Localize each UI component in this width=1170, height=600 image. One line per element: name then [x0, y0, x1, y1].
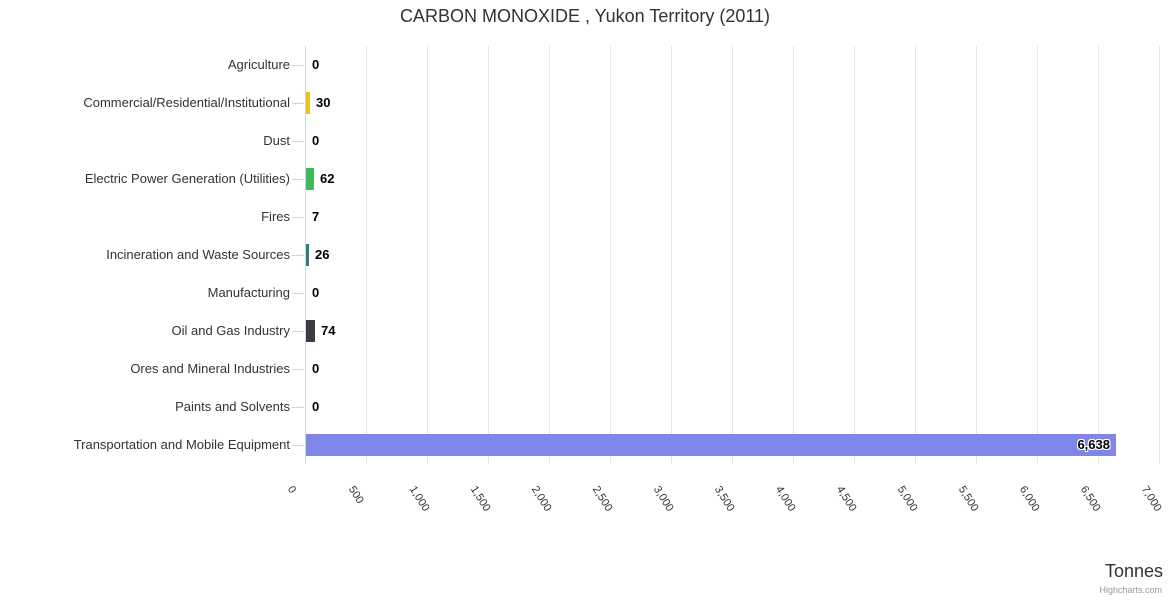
x-tick-label: 2,500	[589, 484, 615, 514]
value-label: 74	[321, 323, 336, 338]
category-tick	[292, 331, 304, 332]
grid-line	[1159, 46, 1160, 464]
category-tick	[292, 407, 304, 408]
x-tick-label: 5,000	[894, 484, 920, 514]
value-label: 0	[312, 285, 320, 300]
value-label: 26	[315, 247, 330, 262]
category-label: Agriculture	[227, 57, 290, 72]
category-tick	[292, 179, 304, 180]
value-label: 0	[312, 57, 320, 72]
grid-line	[549, 46, 550, 464]
x-tick-label: 6,000	[1016, 484, 1042, 514]
value-label: 7	[312, 209, 320, 224]
value-label: 6,638	[1077, 437, 1110, 452]
grid-line	[793, 46, 794, 464]
x-tick-label: 2,000	[528, 484, 554, 514]
category-tick	[292, 141, 304, 142]
value-label: 30	[316, 95, 331, 110]
x-tick-label: 4,000	[772, 484, 798, 514]
category-tick	[292, 255, 304, 256]
x-tick-label: 5,500	[955, 484, 981, 514]
value-label: 62	[320, 171, 335, 186]
category-label: Ores and Mineral Industries	[130, 361, 290, 376]
y-axis-line	[305, 46, 306, 464]
bar[interactable]	[306, 92, 310, 114]
grid-line	[732, 46, 733, 464]
value-label: 0	[312, 399, 320, 414]
category-tick	[292, 217, 304, 218]
bar[interactable]	[306, 320, 315, 342]
category-tick	[292, 445, 304, 446]
category-tick	[292, 65, 304, 66]
bar[interactable]	[306, 168, 314, 190]
highcharts-credit-link[interactable]: Highcharts.com	[1099, 585, 1162, 595]
category-label: Manufacturing	[207, 285, 290, 300]
chart-title: CARBON MONOXIDE , Yukon Territory (2011)	[399, 6, 771, 26]
grid-line	[671, 46, 672, 464]
category-label: Oil and Gas Industry	[171, 323, 291, 338]
bar[interactable]	[306, 434, 1116, 456]
x-tick-label: 1,000	[406, 484, 432, 514]
category-label: Dust	[263, 133, 290, 148]
x-tick-label: 1,500	[467, 484, 493, 514]
x-tick-label: 0	[284, 484, 299, 496]
category-label: Paints and Solvents	[175, 399, 290, 414]
value-label: 0	[312, 133, 320, 148]
x-tick-label: 6,500	[1077, 484, 1103, 514]
bar[interactable]	[306, 244, 309, 266]
grid-line	[976, 46, 977, 464]
category-label: Incineration and Waste Sources	[106, 247, 290, 262]
category-label: Electric Power Generation (Utilities)	[84, 171, 290, 186]
x-tick-label: 500	[345, 484, 366, 506]
category-label: Commercial/Residential/Institutional	[83, 95, 290, 110]
grid-line	[915, 46, 916, 464]
x-tick-label: 4,500	[833, 484, 859, 514]
x-tick-label: 3,500	[711, 484, 737, 514]
grid-line	[1037, 46, 1038, 464]
axis-title-tonnes: Tonnes	[1104, 561, 1163, 581]
grid-line	[610, 46, 611, 464]
grid-line	[366, 46, 367, 464]
grid-line	[488, 46, 489, 464]
value-label: 0	[312, 361, 320, 376]
grid-line	[1098, 46, 1099, 464]
category-tick	[292, 103, 304, 104]
category-label: Transportation and Mobile Equipment	[73, 437, 290, 452]
category-label: Fires	[261, 209, 290, 224]
grid-line	[427, 46, 428, 464]
category-tick	[292, 369, 304, 370]
category-tick	[292, 293, 304, 294]
grid-line	[854, 46, 855, 464]
x-tick-label: 7,000	[1138, 484, 1164, 514]
x-tick-label: 3,000	[650, 484, 676, 514]
